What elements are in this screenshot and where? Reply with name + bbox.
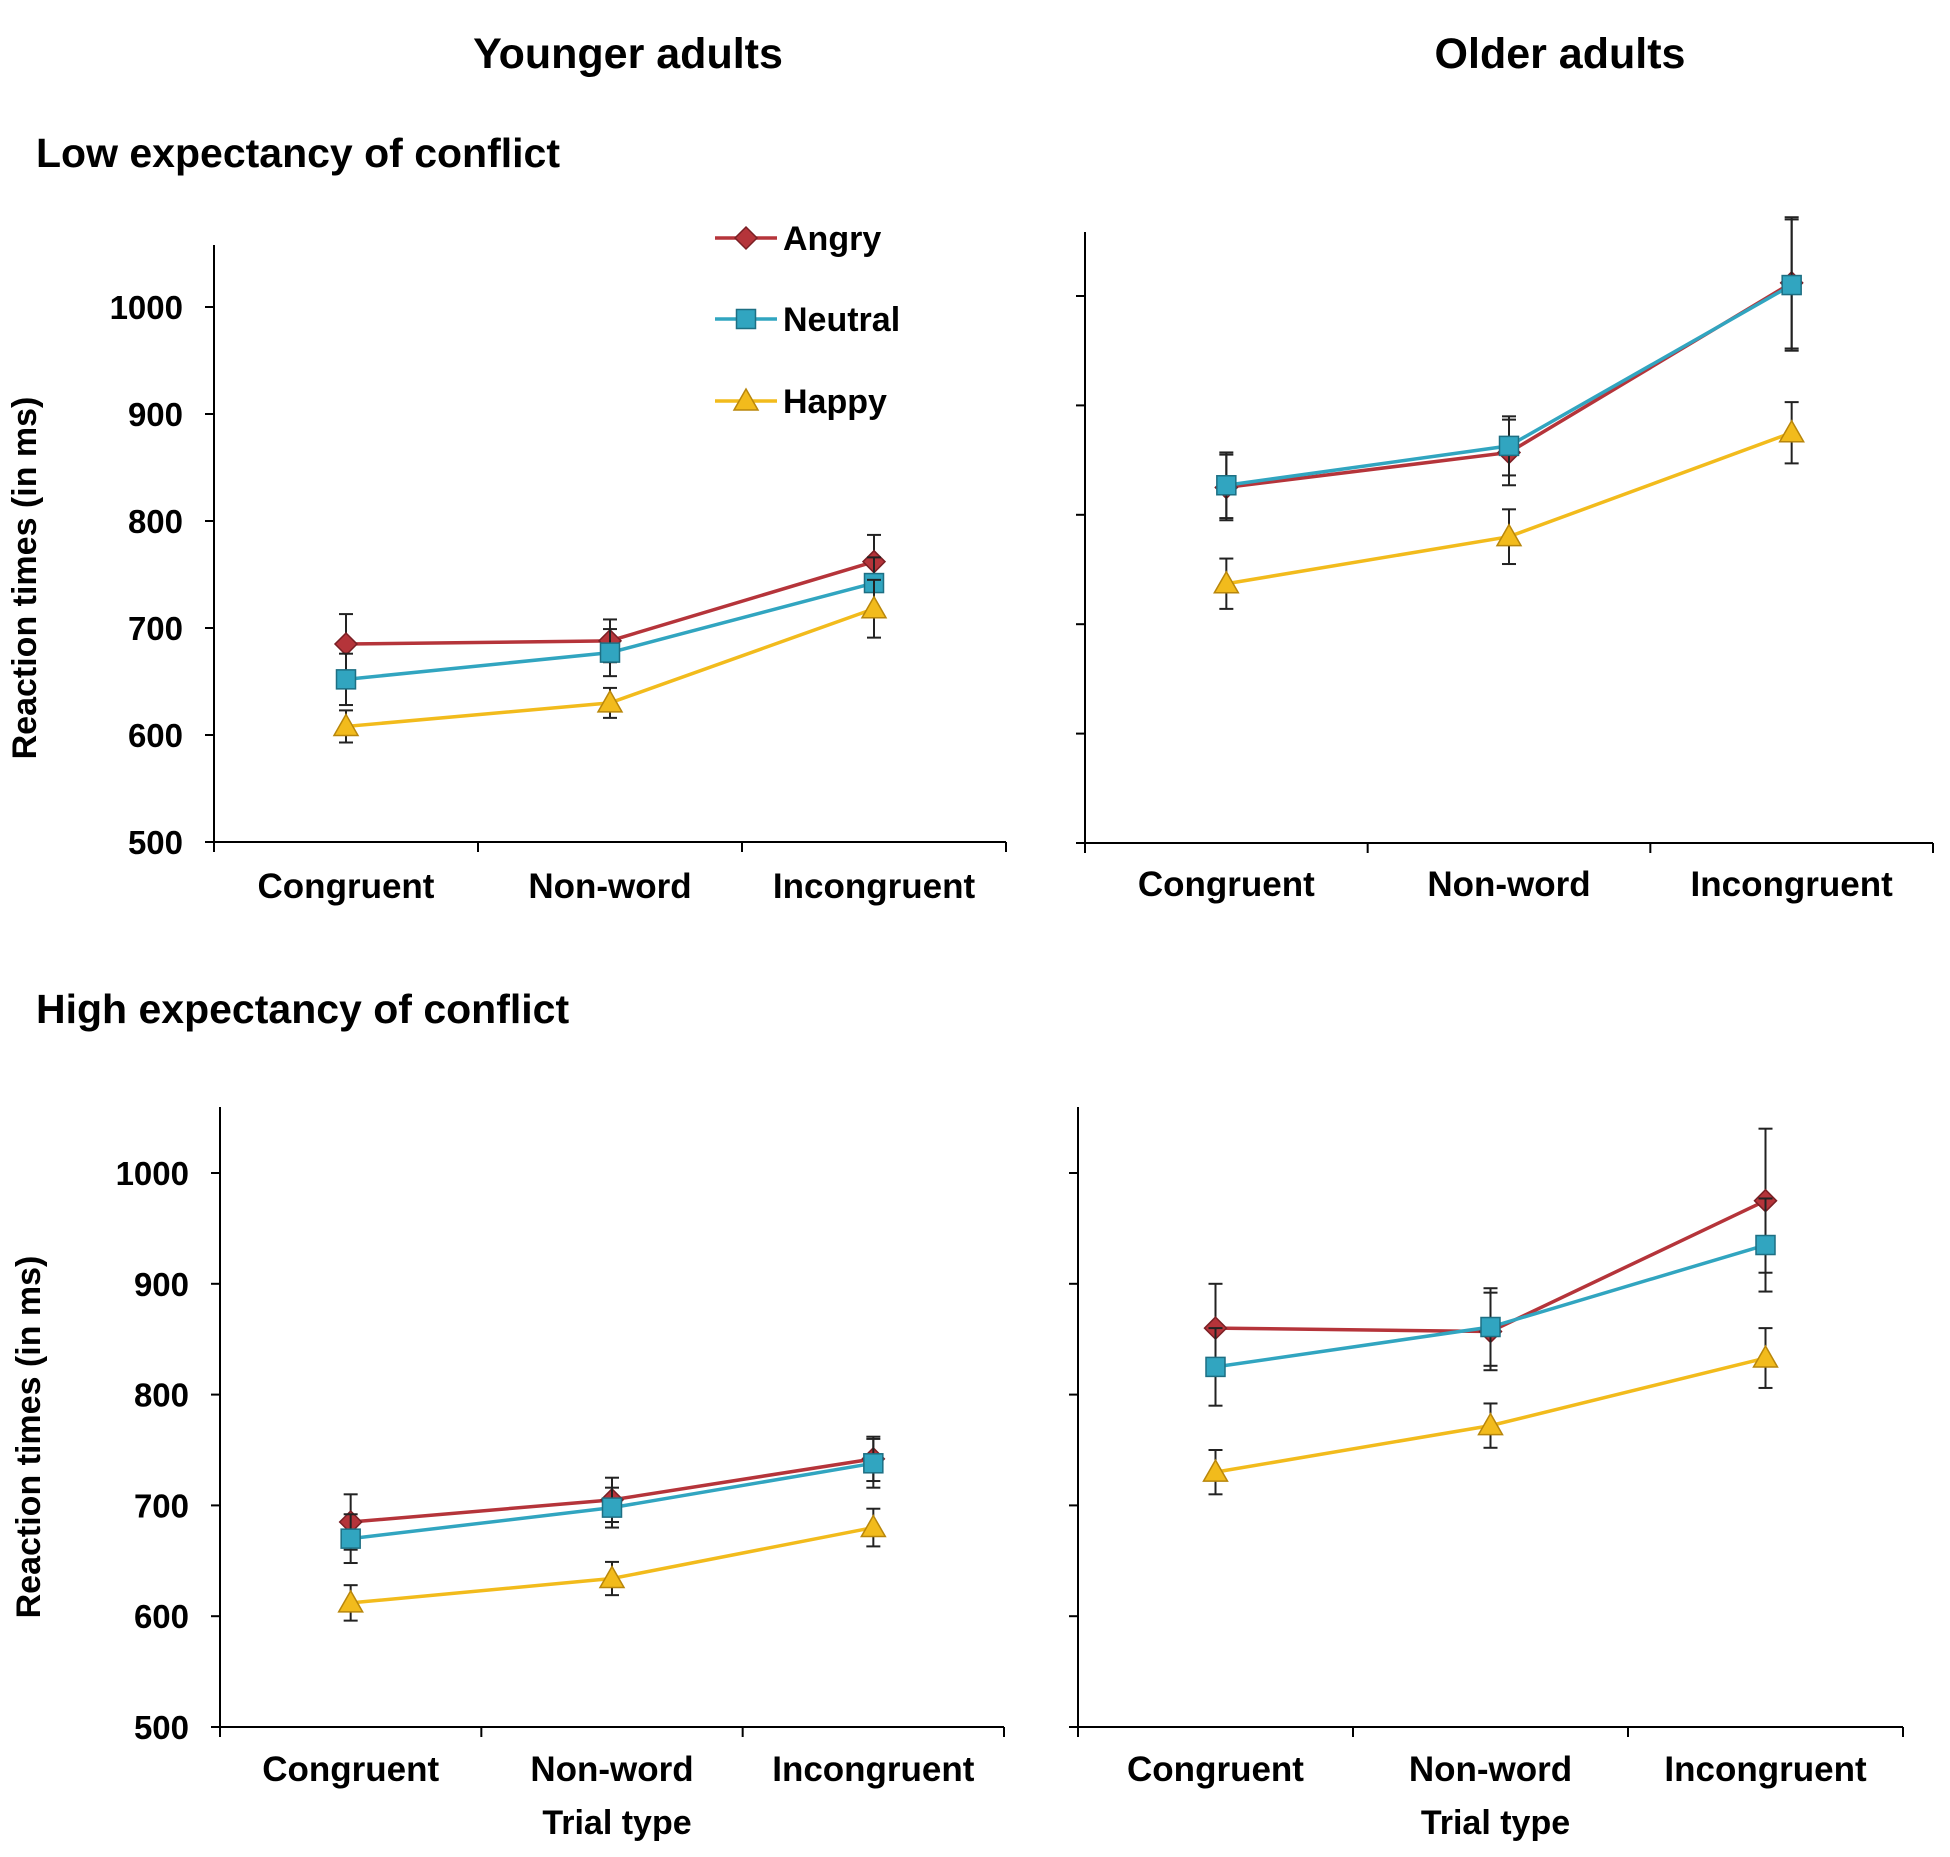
legend: Angry Neutral Happy [715,220,900,421]
legend-marker-happy [732,387,760,411]
series-happy [1202,1327,1779,1496]
data-point-happy [860,595,888,619]
x-axis-title: Trial type [542,1804,691,1842]
x-tick-label-non-word: Non-word [1409,1750,1572,1789]
y-tick-label: 600 [134,1598,189,1635]
y-axis-title: Reaction times (in ms) [10,1256,48,1619]
data-point-neutral [1781,274,1802,296]
data-point-neutral [1498,435,1520,457]
data-point-happy [337,1589,364,1613]
data-point-happy [1477,1412,1504,1436]
column-title-older: Older adults [1435,30,1686,78]
series-neutral [1216,218,1802,520]
series-happy [1213,401,1805,610]
legend-label-happy: Happy [783,383,887,421]
x-tick-label-non-word: Non-word [1427,865,1590,904]
y-tick-label: 500 [134,1709,189,1746]
x-tick-label-non-word: Non-word [528,867,691,906]
legend-item-neutral: Neutral [715,301,900,339]
y-tick-label: 1000 [116,1155,189,1192]
y-axis-title: Reaction times (in ms) [6,397,44,760]
x-axis-title: Trial type [1421,1804,1570,1842]
legend-label-angry: Angry [783,220,881,258]
x-tick-label-congruent: Congruent [262,1750,439,1789]
series-happy [337,1507,887,1622]
y-tick-label: 800 [128,503,183,540]
chart-panel-3: 500 600 700 800 900 1000 Congruent Non-word Inco… [10,1107,1005,1842]
x-tick-label-non-word: Non-word [530,1750,693,1789]
data-point-happy [1495,523,1523,547]
data-point-neutral [1216,475,1237,496]
x-tick-label-incongruent: Incongruent [772,1750,975,1789]
data-point-happy [1778,419,1805,443]
data-point-happy [1202,1458,1229,1482]
x-tick-label-incongruent: Incongruent [1691,865,1894,904]
x-tick-label-congruent: Congruent [1127,1750,1304,1789]
x-tick-label-incongruent: Incongruent [773,867,976,906]
y-tick-label: 500 [128,824,183,861]
y-tick-label: 900 [134,1266,189,1303]
column-title-younger: Younger adults [473,30,783,78]
y-tick-label: 600 [128,717,183,754]
chart-panel-1: 500 600 700 800 900 1000 Congruent Non-word Inco… [6,245,1007,906]
data-point-happy [596,689,624,713]
series-neutral [340,1437,884,1565]
data-point-neutral [340,1528,361,1549]
legend-item-angry: Angry [715,220,881,258]
data-point-happy [1752,1344,1779,1368]
data-point-happy [860,1514,887,1538]
x-tick-label-congruent: Congruent [1138,865,1315,904]
data-point-happy [332,712,360,737]
y-tick-label: 700 [134,1487,189,1524]
legend-marker-neutral [735,308,757,330]
series-happy [332,578,888,744]
data-point-neutral [1205,1356,1226,1378]
data-point-neutral [335,669,357,690]
data-point-happy [598,1565,626,1589]
y-tick-label: 1000 [110,289,183,326]
data-point-neutral [601,1497,623,1518]
data-point-angry [333,631,359,657]
y-tick-label: 900 [128,396,183,433]
chart-panel-4: Congruent Non-word Incongruent Trial type [1069,1107,1904,1842]
legend-label-neutral: Neutral [783,301,900,339]
row-title-low-expectancy: Low expectancy of conflict [36,130,560,176]
data-point-neutral [1755,1234,1776,1256]
y-tick-label: 700 [128,610,183,647]
chart-panels: 500 600 700 800 900 1000 Congruent Non-word Inco… [6,216,1934,1842]
chart-panel-2: Congruent Non-word Incongruent [1076,216,1934,904]
x-tick-label-incongruent: Incongruent [1664,1750,1867,1789]
data-point-neutral [863,1453,884,1474]
x-tick-label-congruent: Congruent [258,867,435,906]
data-point-neutral [1480,1316,1501,1338]
row-title-high-expectancy: High expectancy of conflict [36,986,569,1032]
data-point-neutral [599,642,621,663]
legend-marker-angry [733,225,759,251]
series-neutral [335,556,885,707]
y-tick-label: 800 [134,1377,189,1414]
data-point-happy [1213,570,1240,594]
series-neutral [1205,1197,1776,1407]
legend-item-happy: Happy [715,383,887,421]
